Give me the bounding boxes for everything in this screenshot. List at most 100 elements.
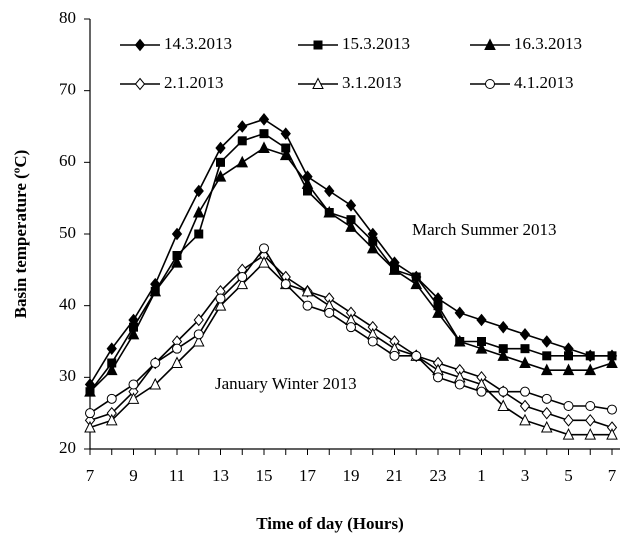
data-point xyxy=(105,363,118,376)
data-point xyxy=(214,299,227,311)
data-point xyxy=(150,358,161,368)
data-point xyxy=(301,284,314,297)
x-tick-label: 19 xyxy=(343,466,360,485)
legend-label: 3.1.2013 xyxy=(342,73,402,92)
data-point xyxy=(84,385,96,397)
legend-marker xyxy=(485,79,495,89)
data-point xyxy=(171,356,183,368)
data-point xyxy=(563,401,574,411)
x-tick-label: 15 xyxy=(256,466,273,485)
data-point xyxy=(324,307,335,318)
data-point xyxy=(280,127,291,140)
data-point xyxy=(259,129,269,139)
data-point xyxy=(258,141,270,153)
data-point xyxy=(214,170,227,182)
data-point xyxy=(607,404,617,415)
y-tick-label: 50 xyxy=(59,223,76,242)
legend-label: 2.1.2013 xyxy=(164,73,224,92)
data-point xyxy=(193,184,204,198)
data-point xyxy=(193,313,204,327)
data-point xyxy=(301,177,314,189)
data-point xyxy=(562,428,575,440)
data-point xyxy=(585,351,595,361)
data-point xyxy=(128,379,139,390)
data-point xyxy=(367,336,378,347)
data-point xyxy=(519,356,531,368)
annotation: March Summer 2013 xyxy=(412,220,556,239)
data-point xyxy=(236,277,249,290)
x-tick-label: 7 xyxy=(86,466,95,485)
data-point xyxy=(519,399,531,413)
data-point xyxy=(411,350,422,361)
x-tick-label: 13 xyxy=(212,466,229,485)
data-point xyxy=(606,428,618,440)
x-tick-label: 3 xyxy=(521,466,530,485)
x-tick-label: 17 xyxy=(299,466,317,485)
data-point xyxy=(432,306,444,318)
x-tick-label: 7 xyxy=(608,466,617,485)
data-point xyxy=(519,413,531,426)
x-tick-label: 11 xyxy=(169,466,185,485)
data-point xyxy=(279,148,292,161)
y-tick-label: 40 xyxy=(59,295,76,314)
y-tick-label: 20 xyxy=(59,438,76,457)
data-point xyxy=(388,263,401,275)
data-point xyxy=(520,386,530,397)
legend-label: 15.3.2013 xyxy=(342,34,410,53)
x-tick-label: 23 xyxy=(430,466,447,485)
x-tick-label: 9 xyxy=(129,466,138,485)
data-point xyxy=(258,256,270,268)
data-point xyxy=(606,356,618,368)
data-point xyxy=(106,342,117,355)
data-point xyxy=(454,379,465,390)
data-point xyxy=(410,277,423,290)
y-tick-label: 30 xyxy=(59,366,76,385)
data-point xyxy=(149,377,162,390)
data-point xyxy=(216,157,225,167)
data-point xyxy=(194,229,204,239)
series-line xyxy=(89,132,612,393)
data-point xyxy=(85,408,95,419)
data-point xyxy=(193,329,204,340)
data-point xyxy=(433,372,443,383)
data-point xyxy=(519,328,531,341)
series-line xyxy=(89,118,612,385)
data-point xyxy=(127,327,140,340)
data-point xyxy=(149,284,162,297)
y-tick-label: 60 xyxy=(59,151,76,170)
data-point xyxy=(476,313,487,327)
data-point xyxy=(172,343,182,354)
data-point xyxy=(389,350,400,361)
data-point xyxy=(302,300,313,311)
data-point xyxy=(497,399,510,411)
data-point xyxy=(171,227,183,241)
legend-marker xyxy=(313,40,323,50)
data-point xyxy=(84,420,96,433)
data-point xyxy=(541,335,552,348)
data-point xyxy=(192,205,205,218)
data-point xyxy=(584,363,597,376)
data-point xyxy=(171,256,183,268)
data-point xyxy=(236,155,249,168)
x-tick-label: 1 xyxy=(477,466,486,485)
data-point xyxy=(498,320,509,334)
data-point xyxy=(259,243,269,254)
data-point xyxy=(127,392,140,404)
legend-label: 16.3.2013 xyxy=(514,34,582,53)
data-point xyxy=(475,342,488,354)
data-point xyxy=(562,363,575,376)
x-axis-label: Time of day (Hours) xyxy=(256,514,404,533)
data-point xyxy=(584,428,597,440)
data-point xyxy=(105,413,118,426)
data-point xyxy=(345,199,357,212)
data-point xyxy=(324,184,335,198)
data-point xyxy=(237,136,247,146)
data-point xyxy=(453,334,466,347)
data-point xyxy=(346,322,356,333)
data-point xyxy=(520,344,530,354)
data-point xyxy=(192,334,205,347)
data-point xyxy=(366,241,379,254)
legend-label: 4.1.2013 xyxy=(514,73,574,92)
data-point xyxy=(237,272,248,282)
